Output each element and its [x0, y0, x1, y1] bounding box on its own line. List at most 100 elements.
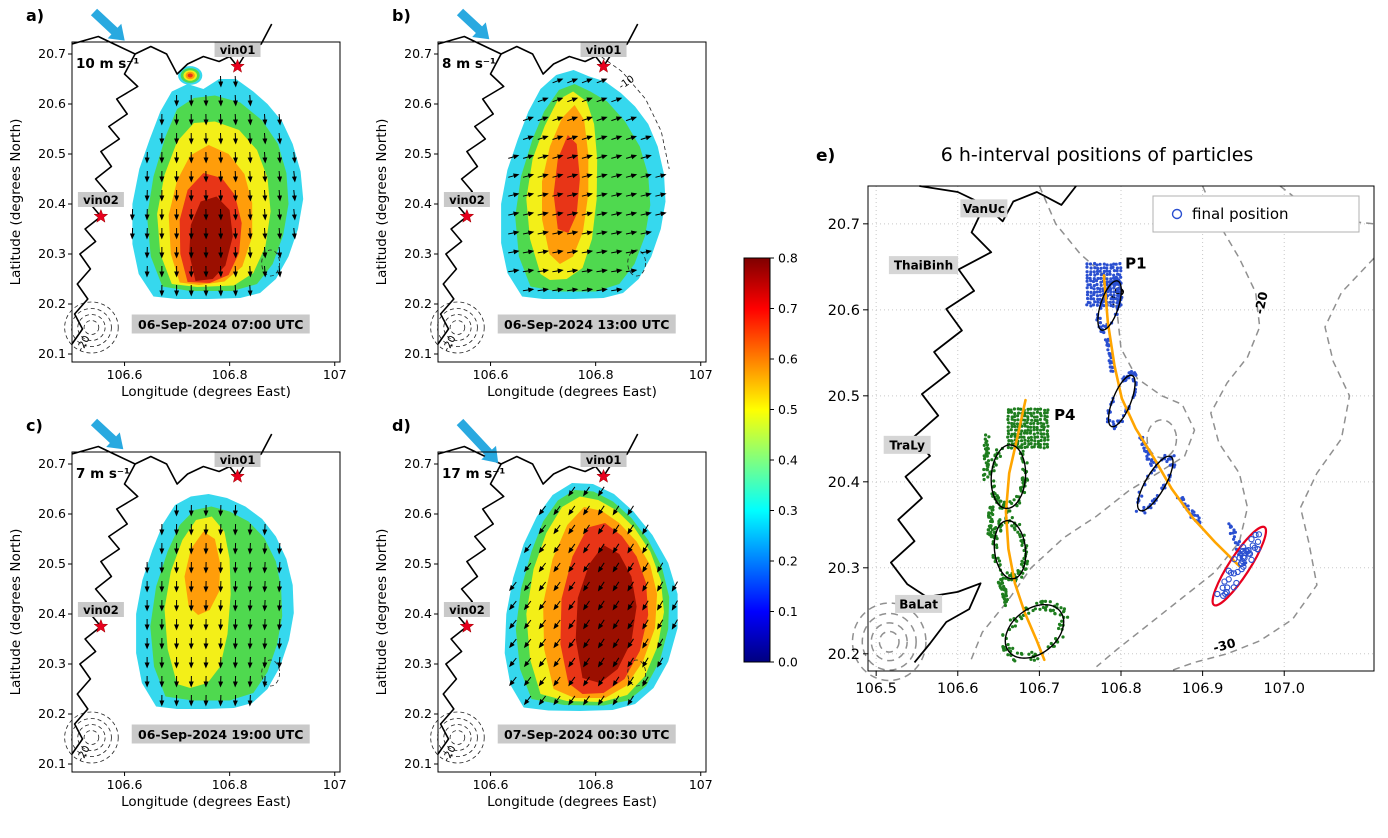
axes: 106.6 106.8 107 20.1 20.2 20.3 20.4 20.5 20.6 20.… — [374, 41, 713, 400]
colorbar-tick-label: 0.4 — [778, 453, 798, 468]
final-position-marker — [1241, 549, 1248, 557]
final-position-marker — [1254, 545, 1262, 553]
svg-text:20.4: 20.4 — [38, 606, 66, 621]
coastline — [437, 23, 639, 75]
svg-text:106.8: 106.8 — [578, 367, 614, 382]
panel-c-letter: c) — [26, 416, 43, 435]
final-position-ellipse — [1211, 525, 1268, 607]
station-star-marker — [596, 58, 611, 73]
axes: 106.6 106.8 107 20.1 20.2 20.3 20.4 20.5 20.6 20.… — [8, 451, 347, 810]
current-speed-field — [132, 66, 304, 299]
final-position-marker — [1238, 565, 1245, 573]
svg-text:107: 107 — [323, 777, 347, 792]
station-label: vin02 — [449, 603, 485, 617]
svg-text:20.6: 20.6 — [828, 303, 860, 319]
svg-text:106.8: 106.8 — [1100, 681, 1142, 697]
svg-text:106.6: 106.6 — [937, 681, 979, 697]
svg-text:106.7: 106.7 — [1019, 681, 1061, 697]
p4-trajectory — [1004, 398, 1046, 662]
svg-text:106.8: 106.8 — [578, 777, 614, 792]
svg-text:106.5: 106.5 — [855, 681, 897, 697]
station-star-marker — [596, 468, 611, 483]
station-label: vin02 — [449, 193, 485, 207]
svg-text:20.7: 20.7 — [38, 46, 66, 61]
svg-text:20.6: 20.6 — [38, 506, 66, 521]
svg-text:106.8: 106.8 — [212, 777, 248, 792]
station-label: vin01 — [586, 453, 622, 467]
final-position-marker — [1252, 531, 1259, 539]
wind-speed-label: 10 m s⁻¹ — [76, 56, 139, 72]
axes: 106.5 106.6 106.7 106.8 106.9 107.0 20.2 20.3 20… — [828, 185, 1375, 697]
panel-a-letter: a) — [26, 6, 45, 25]
svg-text:107.0: 107.0 — [1263, 681, 1305, 697]
colorbar-tick-label: 0.6 — [778, 352, 798, 367]
station-star-marker — [230, 58, 245, 73]
svg-text:06-Sep-2024 07:00 UTC: 06-Sep-2024 07:00 UTC — [138, 317, 303, 332]
y-axis-label: Latitude (degrees North) — [8, 119, 24, 286]
final-position-marker — [1227, 569, 1235, 576]
timestamp-label: 06-Sep-2024 07:00 UTC — [131, 314, 310, 334]
x-axis-label: Longitude (degrees East) — [121, 384, 291, 400]
final-position-marker — [1219, 584, 1226, 591]
panel-b-letter: b) — [392, 6, 411, 25]
final-position-marker — [1249, 542, 1256, 549]
station-vin01: vin01 — [580, 452, 627, 483]
final-position-marker — [1214, 590, 1221, 598]
svg-text:20.3: 20.3 — [404, 656, 432, 671]
y-axis-label: Latitude (degrees North) — [8, 529, 24, 696]
svg-text:20.7: 20.7 — [828, 217, 860, 233]
colorbar-tick-label: 0.3 — [778, 503, 798, 518]
station-label: vin01 — [220, 43, 256, 57]
legend-label: final position — [1192, 205, 1289, 223]
final-position-marker — [1234, 568, 1241, 576]
station-vin02: vin02 — [443, 192, 490, 223]
axes: 106.6 106.8 107 20.1 20.2 20.3 20.4 20.5 20.6 20.… — [8, 41, 347, 400]
panel-e-canvas: -10 -20-30VanUcThaiBinhTraLyBaLatP1P4fina… — [828, 185, 1375, 697]
p4-label: P4 — [1054, 406, 1075, 424]
svg-text:20.2: 20.2 — [38, 296, 66, 311]
station-vin01: vin01 — [214, 452, 261, 483]
svg-text:07-Sep-2024 00:30 UTC: 07-Sep-2024 00:30 UTC — [504, 727, 669, 742]
svg-text:20.7: 20.7 — [404, 456, 432, 471]
timestamp-label: 07-Sep-2024 00:30 UTC — [497, 724, 676, 744]
svg-text:107: 107 — [323, 367, 347, 382]
colorbar: 0.0 0.1 0.2 0.3 0.4 0.5 0.6 0.7 0.8 — [740, 250, 812, 686]
panel-c: vin01 vin02 7 m s⁻¹ 06-Sep-2024 19:00 UTC -2… — [6, 414, 361, 819]
panel-a: vin01 vin02 10 m s⁻¹ 06-Sep-2024 07:00 UTC -… — [6, 4, 361, 409]
y-axis-label: Latitude (degrees North) — [374, 119, 390, 286]
station-star-marker — [459, 618, 475, 633]
svg-text:20.7: 20.7 — [404, 46, 432, 61]
coastline — [890, 204, 993, 663]
coastline — [919, 185, 1077, 223]
station-vin02: vin02 — [77, 192, 124, 223]
svg-text:20.3: 20.3 — [404, 246, 432, 261]
final-position-marker — [1230, 584, 1237, 591]
current-arrows — [509, 486, 678, 706]
timestamp-label: 06-Sep-2024 19:00 UTC — [131, 724, 310, 744]
wind-arrow — [90, 8, 125, 41]
svg-text:20.5: 20.5 — [38, 556, 66, 571]
svg-text:20.1: 20.1 — [404, 756, 432, 771]
svg-text:106.6: 106.6 — [107, 367, 143, 382]
svg-text:TraLy: TraLy — [889, 438, 925, 452]
station-star-marker — [459, 208, 475, 223]
bathymetry-contours — [64, 659, 280, 764]
wind-speed-label: 8 m s⁻¹ — [442, 56, 496, 72]
svg-text:107: 107 — [689, 367, 713, 382]
svg-text:20.4: 20.4 — [828, 475, 860, 491]
coastline — [71, 433, 273, 485]
station-vin02: vin02 — [77, 602, 124, 633]
place-label-ThaiBinh: ThaiBinh — [888, 256, 959, 275]
colorbar-tick-label: 0.0 — [778, 655, 798, 670]
svg-text:20.3: 20.3 — [38, 656, 66, 671]
final-position-marker — [1223, 588, 1230, 596]
station-star-marker — [93, 618, 109, 633]
svg-text:20.5: 20.5 — [404, 556, 432, 571]
final-position-marker — [1248, 536, 1255, 543]
svg-text:20.3: 20.3 — [38, 246, 66, 261]
panel-d-letter: d) — [392, 416, 411, 435]
wind-arrow — [456, 8, 490, 40]
current-speed-field — [504, 483, 678, 711]
